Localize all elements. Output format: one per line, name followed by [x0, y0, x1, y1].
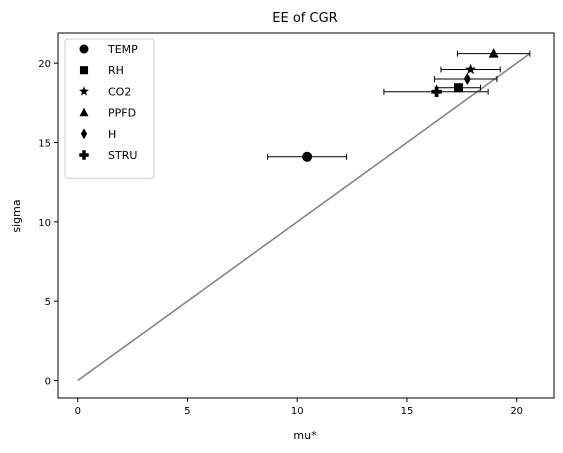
- x-tick-label: 0: [75, 406, 81, 417]
- legend-marker-square: [79, 66, 89, 75]
- x-tick-label: 15: [401, 406, 414, 417]
- legend-label: TEMP: [107, 43, 138, 56]
- reference-line-group: [77, 53, 531, 382]
- legend-label: PPFD: [108, 107, 136, 120]
- legend-label: RH: [108, 64, 124, 77]
- data-points: [302, 48, 499, 162]
- y-axis-label: sigma: [10, 199, 23, 232]
- x-tick-label: 5: [184, 406, 190, 417]
- data-point-square: [454, 83, 464, 93]
- legend-marker-plus: [79, 150, 89, 160]
- y-tick-label: 5: [45, 297, 51, 308]
- legend-label: STRU: [108, 149, 137, 162]
- data-point-triangle: [488, 48, 499, 58]
- data-point-diamond: [463, 73, 471, 86]
- data-point-plus: [431, 86, 442, 97]
- x-tick-label: 10: [291, 406, 304, 417]
- legend-marker-triangle: [79, 107, 89, 117]
- y-tick-label: 20: [38, 59, 51, 70]
- x-tick-label: 20: [510, 406, 523, 417]
- y-tick-label: 15: [38, 139, 51, 150]
- y-axis: 0 5 10 15 20: [38, 59, 58, 388]
- legend-label: H: [108, 128, 116, 141]
- y-tick-label: 0: [45, 377, 51, 388]
- data-point-circle: [302, 151, 313, 162]
- legend-marker-circle: [79, 44, 89, 54]
- legend-marker-star: [79, 86, 89, 96]
- data-point-star: [465, 63, 477, 75]
- legend: TEMP RH CO2 PPFD H STRU: [64, 38, 155, 179]
- chart-title: EE of CGR: [272, 11, 337, 26]
- x-axis-label: mu*: [293, 429, 317, 442]
- legend-label: CO2: [108, 85, 131, 98]
- error-bars: [267, 50, 531, 160]
- x-axis: 0 5 10 15 20: [75, 398, 523, 417]
- plot-frame: [57, 32, 555, 399]
- reference-line: [77, 53, 531, 382]
- y-tick-label: 10: [38, 218, 51, 229]
- legend-marker-diamond: [80, 128, 88, 140]
